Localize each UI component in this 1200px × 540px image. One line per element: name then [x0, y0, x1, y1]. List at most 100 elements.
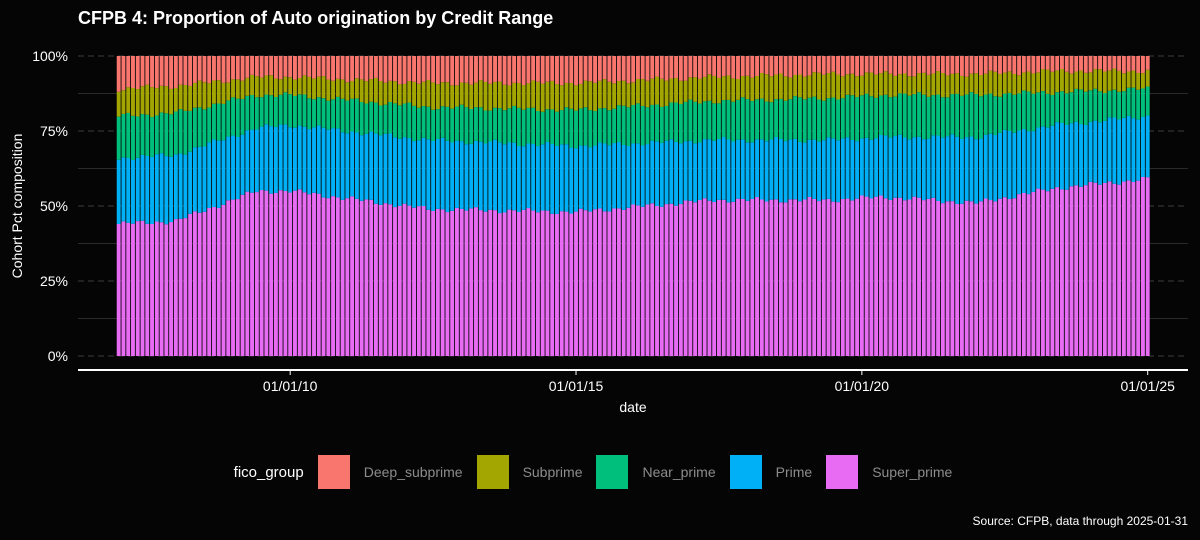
bar-segment-deep-subprime — [1036, 56, 1041, 73]
bar-segment-deep-subprime — [226, 56, 231, 83]
bar-segment-super-prime — [983, 198, 988, 356]
bar-segment-deep-subprime — [331, 56, 336, 81]
bar-segment-deep-subprime — [1074, 56, 1079, 72]
bar-segment-prime — [159, 153, 164, 223]
bar-segment-prime — [440, 137, 445, 210]
bar-segment-super-prime — [135, 221, 140, 356]
bar-segment-super-prime — [1045, 191, 1050, 356]
bar-segment-near-prime — [350, 98, 355, 132]
bar-segment-prime — [836, 140, 840, 203]
bar-segment-prime — [1021, 129, 1026, 193]
bar-segment-subprime — [245, 77, 250, 96]
bar-segment-subprime — [659, 78, 664, 107]
bar-segment-near-prime — [307, 98, 312, 130]
bar-segment-deep-subprime — [378, 56, 383, 81]
bar-segment-prime — [926, 138, 931, 199]
bar-segment-prime — [726, 139, 731, 203]
bar-segment-deep-subprime — [616, 56, 621, 82]
bar-segment-prime — [1083, 124, 1088, 186]
legend-key-super-prime — [826, 455, 859, 489]
bar-segment-deep-subprime — [312, 56, 316, 79]
bar-segment-near-prime — [150, 117, 154, 157]
bar-segment-super-prime — [578, 208, 583, 356]
bar-segment-deep-subprime — [912, 56, 917, 77]
bar-segment-subprime — [764, 74, 769, 102]
bar-segment-deep-subprime — [126, 56, 131, 88]
bar-segment-near-prime — [521, 109, 526, 147]
bar-segment-deep-subprime — [1145, 56, 1150, 70]
bar-segment-subprime — [169, 88, 174, 115]
bar-segment-prime — [840, 138, 845, 200]
bar-segment-subprime — [855, 76, 860, 98]
bar-segment-prime — [783, 141, 788, 203]
bar-segment-subprime — [669, 78, 674, 103]
bar-segment-prime — [850, 140, 855, 201]
bar-segment-near-prime — [169, 114, 174, 157]
bar-segment-near-prime — [674, 102, 679, 142]
bar-segment-subprime — [359, 79, 364, 103]
bar-segment-deep-subprime — [650, 56, 655, 79]
bar-segment-prime — [793, 138, 798, 200]
bar-segment-prime — [369, 131, 374, 200]
bar-segment-near-prime — [702, 101, 707, 140]
bar-segment-super-prime — [721, 199, 726, 356]
bar-segment-subprime — [278, 79, 283, 95]
bar-segment-subprime — [674, 78, 679, 103]
y-tick-label: 75% — [40, 123, 68, 139]
bar-segment-subprime — [1031, 73, 1036, 94]
bar-segment-near-prime — [192, 107, 197, 148]
bar-segment-prime — [1117, 119, 1122, 185]
bar-segment-prime — [497, 142, 502, 214]
bar-segment-deep-subprime — [959, 56, 964, 76]
bar-segment-prime — [731, 141, 736, 202]
y-tick-label: 25% — [40, 273, 68, 289]
bar-segment-super-prime — [1112, 183, 1117, 356]
bar-segment-subprime — [769, 76, 774, 103]
bar-segment-deep-subprime — [164, 56, 169, 87]
bar-segment-subprime — [912, 76, 917, 95]
bar-segment-super-prime — [1093, 182, 1098, 356]
bar-segment-super-prime — [1002, 197, 1007, 356]
bar-segment-deep-subprime — [273, 56, 278, 79]
bar-segment-subprime — [493, 81, 497, 108]
bar-segment-super-prime — [650, 203, 655, 356]
bar-segment-near-prime — [1036, 92, 1041, 128]
bar-segment-near-prime — [826, 98, 831, 138]
bar-segment-deep-subprime — [121, 56, 126, 91]
bar-segment-super-prime — [774, 199, 779, 356]
bar-segment-near-prime — [297, 94, 302, 126]
bar-segment-prime — [921, 139, 926, 201]
bar-segment-subprime — [1098, 69, 1103, 92]
bar-segment-deep-subprime — [412, 56, 416, 82]
bar-segment-super-prime — [131, 223, 135, 356]
bar-segment-near-prime — [716, 103, 721, 139]
bar-segment-deep-subprime — [998, 56, 1002, 75]
bar-segment-super-prime — [988, 200, 993, 356]
bar-segment-prime — [235, 137, 240, 200]
bar-segment-subprime — [207, 83, 212, 108]
bar-segment-subprime — [655, 76, 659, 105]
bar-segment-subprime — [864, 72, 869, 94]
bar-segment-subprime — [597, 80, 602, 109]
bar-segment-deep-subprime — [469, 56, 474, 85]
bar-segment-prime — [755, 139, 760, 198]
bar-segment-subprime — [693, 77, 698, 102]
bar-segment-subprime — [979, 75, 983, 97]
bar-segment-near-prime — [850, 95, 855, 140]
bar-segment-super-prime — [607, 211, 612, 356]
bar-segment-subprime — [421, 81, 426, 107]
bar-segment-near-prime — [545, 109, 550, 142]
bar-segment-deep-subprime — [1102, 56, 1107, 72]
bar-segment-prime — [402, 137, 407, 204]
bar-segment-deep-subprime — [612, 56, 617, 84]
bar-segment-subprime — [188, 85, 193, 111]
bar-segment-deep-subprime — [264, 56, 269, 76]
bar-segment-subprime — [135, 89, 140, 117]
bar-segment-deep-subprime — [974, 56, 979, 74]
bar-segment-near-prime — [964, 94, 969, 138]
bar-segment-deep-subprime — [893, 56, 898, 76]
bar-segment-super-prime — [435, 208, 440, 356]
bar-segment-super-prime — [845, 198, 850, 356]
legend-label-deep-subprime: Deep_subprime — [363, 464, 463, 480]
bar-segment-deep-subprime — [788, 56, 793, 78]
